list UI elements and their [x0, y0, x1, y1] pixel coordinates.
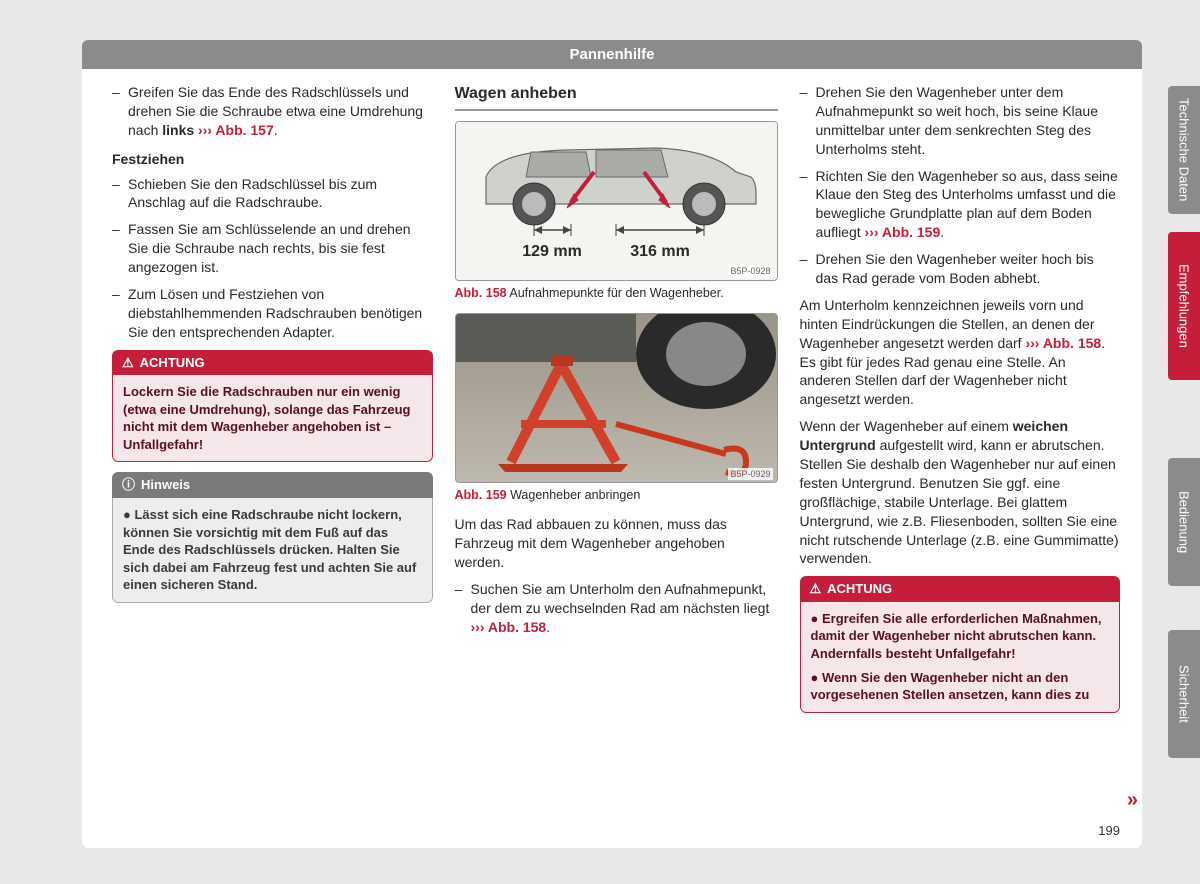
dash-icon: –: [800, 83, 816, 159]
warning-title: ACHTUNG: [140, 354, 205, 372]
subheading: Festziehen: [112, 150, 433, 169]
caption-text: Aufnahmepunkte für den Wagenheber.: [507, 286, 724, 300]
warning-box: ⚠ ACHTUNG Lockern Sie die Radschrauben n…: [112, 350, 433, 463]
dimension-2: 316 mm: [630, 243, 690, 260]
dimension-1: 129 mm: [522, 243, 582, 260]
figure-caption: Abb. 159 Wagenheber anbringen: [455, 487, 778, 503]
text-fragment: aufgestellt wird, kann er abrutschen. St…: [800, 437, 1119, 566]
figure-reference: ››› Abb. 158: [471, 619, 547, 635]
paragraph: Wenn der Wagenheber auf einem weichen Un…: [800, 417, 1121, 568]
item-text: Schieben Sie den Radschlüssel bis zum An…: [128, 175, 433, 213]
column-2: Wagen anheben: [455, 83, 778, 723]
list-item: – Richten Sie den Wagenheber so aus, das…: [800, 167, 1121, 243]
dash-icon: –: [112, 175, 128, 213]
figure-reference: ››› Abb. 159: [865, 224, 941, 240]
paragraph: Am Unterholm kennzeichnen jeweils vorn u…: [800, 296, 1121, 409]
figure-code: B5P-0928: [728, 265, 772, 277]
car-jack-points-illustration: 129 mm 316 mm: [456, 122, 777, 280]
item-text: Suchen Sie am Unterholm den Aufnahmepunk…: [471, 580, 778, 637]
item-text: Greifen Sie das Ende des Radschlüssels u…: [128, 83, 433, 140]
note-body: ● Lässt sich eine Radschraube nicht lock…: [112, 498, 433, 603]
page-header: Pannenhilfe: [82, 40, 1142, 69]
list-item: – Fassen Sie am Schlüsselende an und dre…: [112, 220, 433, 277]
list-item: – Greifen Sie das Ende des Radschlüssels…: [112, 83, 433, 140]
side-tab-empfehlungen[interactable]: Empfehlungen: [1168, 232, 1200, 380]
note-header: ⓘ Hinweis: [112, 472, 433, 498]
page-number: 199: [1098, 823, 1120, 838]
column-3: – Drehen Sie den Wagenheber unter dem Au…: [800, 83, 1121, 723]
warning-title: ACHTUNG: [827, 580, 892, 598]
figure-159: B5P-0929: [455, 313, 778, 483]
warning-body: Lockern Sie die Radschrauben nur ein wen…: [112, 375, 433, 462]
list-item: – Zum Lösen und Festziehen von diebstahl…: [112, 285, 433, 342]
figure-reference: ››› Abb. 158: [1025, 335, 1101, 351]
list-item: – Drehen Sie den Wagenheber unter dem Au…: [800, 83, 1121, 159]
side-tab-bedienung[interactable]: Bedienung: [1168, 458, 1200, 586]
figure-158: 129 mm 316 mm B5P-0928: [455, 121, 778, 281]
note-box: ⓘ Hinweis ● Lässt sich eine Radschraube …: [112, 472, 433, 602]
figure-reference: ››› Abb. 157: [194, 122, 274, 138]
content-columns: – Greifen Sie das Ende des Radschlüssels…: [82, 69, 1142, 723]
figure-number: Abb. 159: [455, 488, 507, 502]
warning-bullet: ● Ergreifen Sie alle erforderlichen Maßn…: [811, 610, 1110, 663]
paragraph: Um das Rad abbauen zu können, muss das F…: [455, 515, 778, 572]
dash-icon: –: [112, 285, 128, 342]
jack-placement-illustration: [456, 314, 777, 482]
section-heading: Wagen anheben: [455, 83, 778, 111]
dash-icon: –: [800, 250, 816, 288]
item-text: Richten Sie den Wagenheber so aus, dass …: [816, 167, 1121, 243]
text-fragment: Wenn der Wagenheber auf einem: [800, 418, 1013, 434]
dash-icon: –: [455, 580, 471, 637]
manual-page: Pannenhilfe – Greifen Sie das Ende des R…: [82, 40, 1142, 848]
figure-code: B5P-0929: [728, 468, 772, 480]
side-tab-technische-daten[interactable]: Technische Daten: [1168, 86, 1200, 214]
warning-header: ⚠ ACHTUNG: [112, 350, 433, 376]
text-fragment: Richten Sie den Wagenheber so aus, dass …: [816, 168, 1118, 241]
item-text: Fassen Sie am Schlüsselende an und drehe…: [128, 220, 433, 277]
warning-box: ⚠ ACHTUNG ● Ergreifen Sie alle erforderl…: [800, 576, 1121, 712]
item-text: Drehen Sie den Wagenheber unter dem Aufn…: [816, 83, 1121, 159]
warning-header: ⚠ ACHTUNG: [800, 576, 1121, 602]
list-item: – Drehen Sie den Wagenheber weiter hoch …: [800, 250, 1121, 288]
item-text: Zum Lösen und Festziehen von diebstahlhe…: [128, 285, 433, 342]
warning-body: ● Ergreifen Sie alle erforderlichen Maßn…: [800, 602, 1121, 713]
figure-caption: Abb. 158 Aufnahmepunkte für den Wagenheb…: [455, 285, 778, 301]
list-item: – Schieben Sie den Radschlüssel bis zum …: [112, 175, 433, 213]
figure-number: Abb. 158: [455, 286, 507, 300]
text-fragment: Suchen Sie am Unterholm den Aufnahmepunk…: [471, 581, 770, 616]
column-1: – Greifen Sie das Ende des Radschlüssels…: [112, 83, 433, 723]
caption-text: Wagenheber anbringen: [507, 488, 641, 502]
side-tab-sicherheit[interactable]: Sicherheit: [1168, 630, 1200, 758]
dash-icon: –: [112, 83, 128, 140]
continuation-icon: »: [1127, 789, 1138, 812]
item-text: Drehen Sie den Wagenheber weiter hoch bi…: [816, 250, 1121, 288]
warning-triangle-icon: ⚠: [122, 354, 134, 372]
warning-bullet: ● Wenn Sie den Wagenheber nicht an den v…: [811, 669, 1110, 704]
bold-text: links: [162, 122, 194, 138]
dash-icon: –: [800, 167, 816, 243]
note-title: Hinweis: [141, 476, 190, 494]
dash-icon: –: [112, 220, 128, 277]
warning-triangle-icon: ⚠: [810, 580, 822, 598]
info-icon: ⓘ: [122, 476, 135, 494]
list-item: – Suchen Sie am Unterholm den Aufnahmepu…: [455, 580, 778, 637]
